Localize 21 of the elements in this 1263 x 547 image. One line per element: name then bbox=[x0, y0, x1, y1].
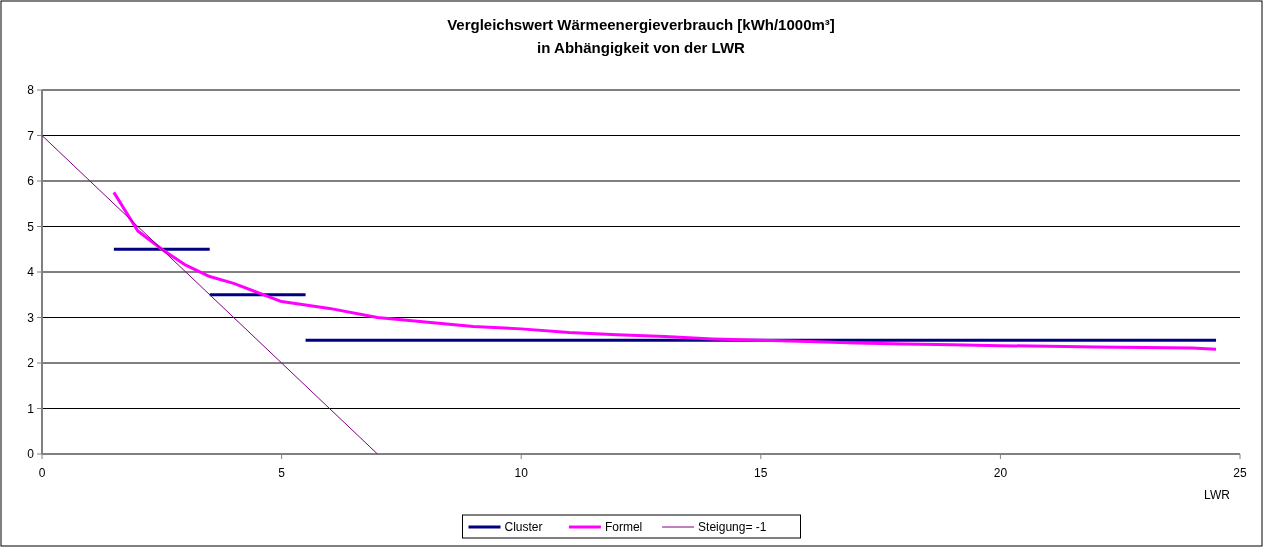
x-tick-label: 10 bbox=[514, 466, 529, 480]
y-tick-label: 7 bbox=[27, 128, 35, 143]
line-series bbox=[112, 190, 1218, 351]
x-tick-label: 20 bbox=[993, 466, 1008, 480]
y-tick-label: 0 bbox=[27, 447, 35, 461]
x-tick-label: 0 bbox=[38, 466, 46, 480]
y-tick-label: 8 bbox=[27, 83, 35, 97]
x-tick-label: 25 bbox=[1233, 466, 1247, 480]
chart-title: Vergleichswert Wärmeenergieverbrauch [kWh/1000m³] in Abhängigkeit von der LWR bbox=[447, 16, 835, 56]
legend-label: Steigung= -1 bbox=[698, 520, 767, 534]
y-tick-label: 4 bbox=[27, 265, 35, 279]
y-tick-label: 6 bbox=[27, 174, 35, 188]
legend-label: Formel bbox=[604, 520, 643, 534]
y-tick-label: 2 bbox=[27, 356, 35, 370]
x-axis-title: LWR bbox=[1204, 488, 1231, 502]
y-tick-label: 5 bbox=[27, 219, 35, 234]
x-tick-label: 15 bbox=[754, 466, 768, 480]
y-tick-label: 3 bbox=[27, 310, 35, 325]
y-tick-label: 1 bbox=[27, 401, 35, 416]
x-tick-label: 5 bbox=[278, 466, 286, 480]
legend-label: Cluster bbox=[504, 520, 543, 534]
